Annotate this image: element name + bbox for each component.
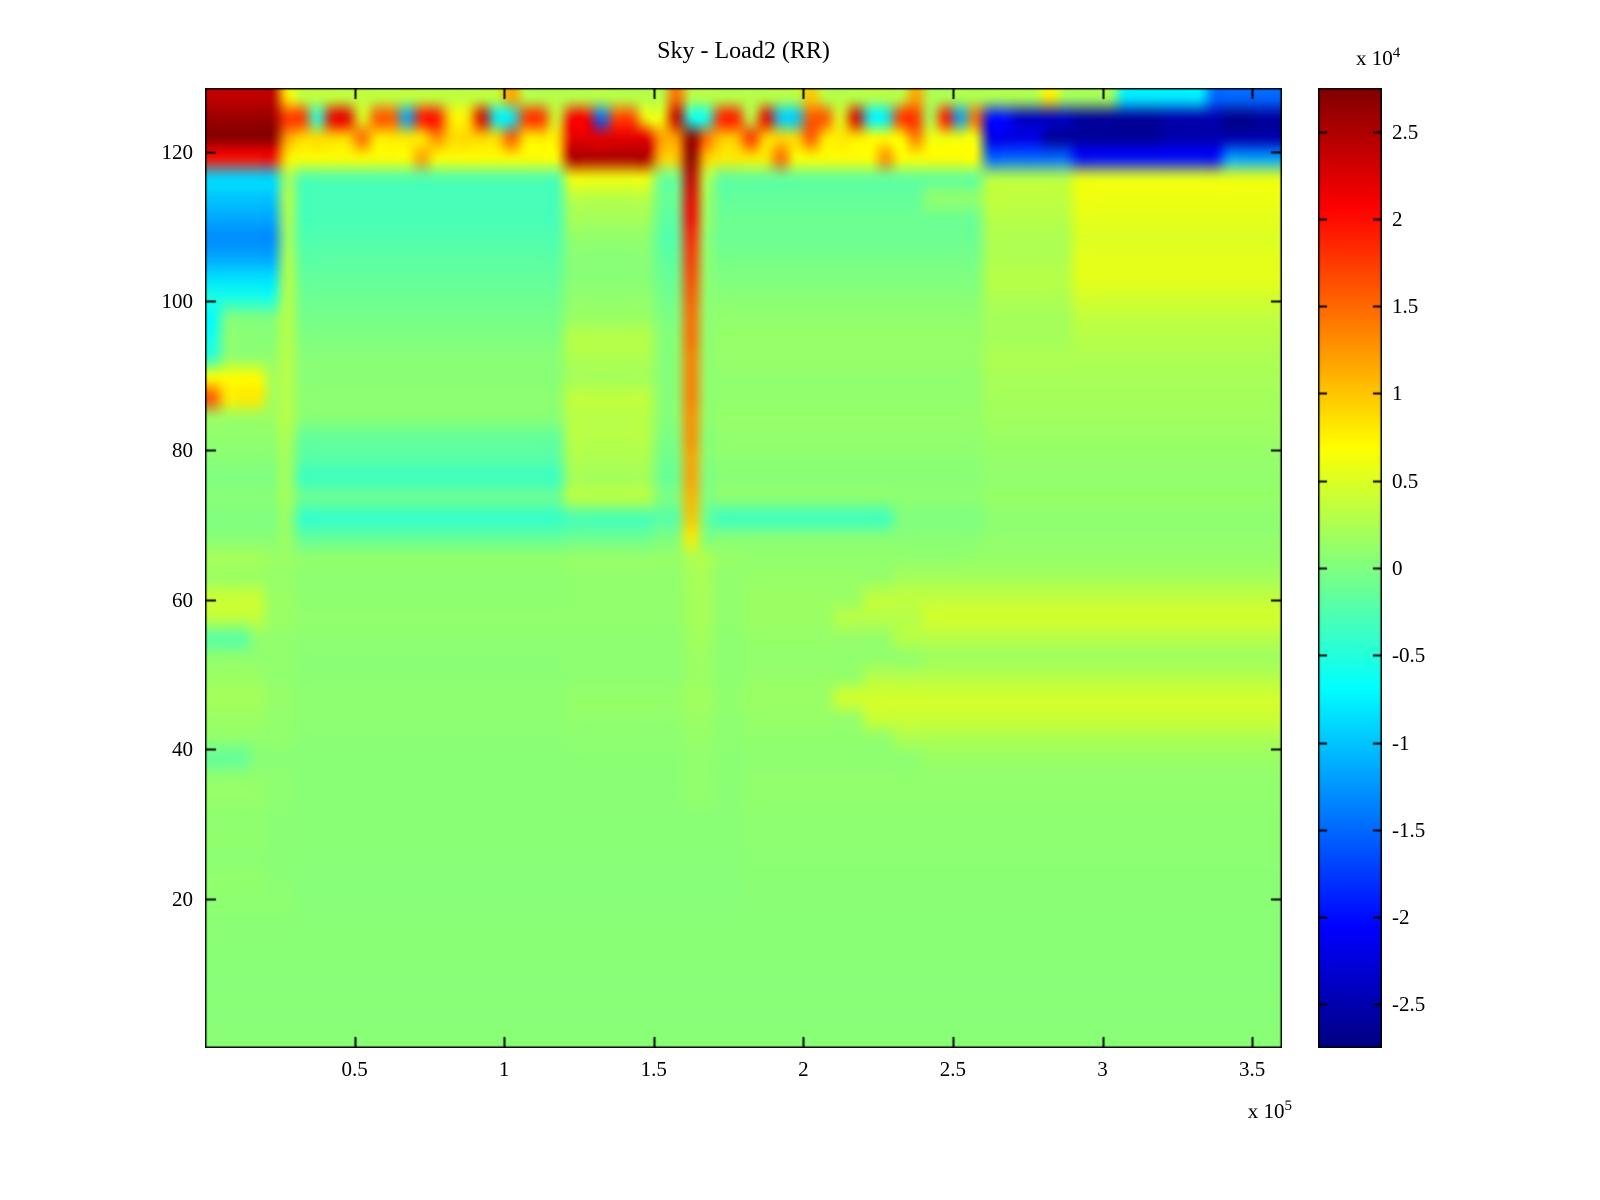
colorbar-exponent-base: x 10 — [1356, 46, 1393, 70]
x-tick-label: 1 — [498, 1057, 510, 1081]
colorbar-tick-label: 1.5 — [1392, 294, 1419, 319]
x-tick-label: 0.5 — [341, 1057, 368, 1081]
y-tick-label: 40 — [172, 737, 193, 762]
colorbar-tick-label: 2.5 — [1392, 119, 1419, 144]
colorbar-canvas — [1318, 88, 1382, 1048]
y-tick-label: 20 — [172, 886, 193, 911]
x-tick-label: 1.5 — [640, 1057, 667, 1081]
plot-area — [205, 88, 1282, 1048]
colorbar-tick-label: -0.5 — [1392, 643, 1426, 668]
x-axis-exponent-base: x 10 — [1247, 1099, 1285, 1123]
colorbar-tick-label: -2.5 — [1392, 992, 1426, 1017]
y-tick-label: 120 — [161, 139, 194, 164]
x-tick-label: 2.5 — [939, 1057, 967, 1081]
colorbar-tick-label: 0.5 — [1392, 468, 1419, 493]
colorbar-tick-label: 1 — [1392, 381, 1403, 406]
colorbar-tick-label: -1.5 — [1392, 817, 1426, 842]
heatmap-canvas — [205, 88, 1282, 1048]
y-tick-label: 80 — [172, 438, 193, 463]
y-tick-label: 60 — [172, 587, 193, 612]
x-tick-label: 3.5 — [1238, 1057, 1266, 1081]
colorbar-tick-label: 0 — [1392, 556, 1403, 580]
colorbar-tick-label: -2 — [1392, 905, 1410, 930]
x-tick-label: 2 — [798, 1057, 809, 1081]
x-tick-label: 3 — [1097, 1057, 1108, 1081]
colorbar-tick-label: -1 — [1392, 730, 1410, 755]
x-axis-exponent-power: 5 — [1284, 1098, 1293, 1114]
colorbar-exponent-label: x 104 — [1356, 45, 1466, 71]
colorbar-tick-label: 2 — [1392, 206, 1403, 231]
colorbar — [1318, 88, 1382, 1048]
chart-title: Sky - Load2 (RR) — [657, 38, 830, 64]
y-tick-label: 100 — [161, 288, 194, 313]
x-axis-exponent-label: x 105 — [1182, 1098, 1292, 1124]
colorbar-exponent-power: 4 — [1392, 45, 1401, 61]
